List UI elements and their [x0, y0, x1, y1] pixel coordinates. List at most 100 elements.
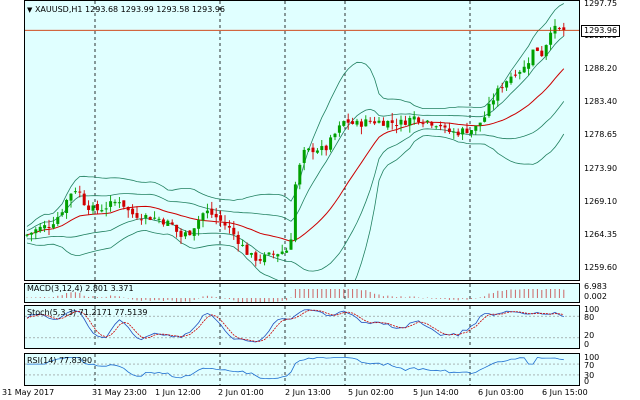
ohlc-values: 1293.68 1293.99 1293.58 1293.96: [85, 5, 226, 14]
candle-body: [263, 254, 267, 263]
macd-panel[interactable]: MACD(3,12,4) 2.801 3.371: [24, 283, 580, 303]
candle-body: [324, 145, 328, 151]
candle-body: [258, 259, 262, 261]
price-tick: 1273.90: [584, 164, 618, 173]
stoch-tick: 100: [584, 305, 600, 314]
macd-histogram-bar: [184, 298, 186, 302]
macd-label: MACD(3,12,4) 2.801 3.371: [27, 284, 134, 293]
candle-body: [355, 120, 359, 125]
macd-histogram-bar: [501, 291, 503, 298]
macd-histogram-bar: [338, 289, 340, 298]
candle-body: [205, 210, 209, 214]
candle-body: [245, 244, 249, 255]
macd-histogram-bar: [541, 289, 543, 298]
rsi-tick: 100: [584, 353, 600, 362]
macd-histogram-bar: [198, 298, 200, 299]
macd-histogram-bar: [418, 297, 420, 298]
rsi-label: RSI(14) 77.8390: [27, 356, 93, 365]
time-tick: 5 Jun 02:00: [348, 388, 394, 397]
candle-body: [87, 205, 91, 210]
macd-histogram-bar: [233, 298, 235, 301]
macd-histogram-bar: [101, 297, 103, 298]
stoch-tick: 20: [584, 331, 595, 340]
macd-histogram-bar: [422, 298, 424, 299]
macd-histogram-bar: [246, 298, 248, 302]
candle-body: [170, 222, 174, 225]
macd-histogram-bar: [294, 289, 296, 298]
candle-body: [25, 234, 29, 236]
macd-histogram-bar: [259, 298, 261, 302]
candle-body: [56, 217, 60, 224]
macd-histogram-bar: [255, 298, 257, 302]
candle-body: [285, 250, 289, 253]
stoch-tick: 80: [584, 313, 595, 322]
macd-histogram-bar: [396, 297, 398, 298]
macd-histogram-bar: [215, 297, 217, 298]
candle-body: [549, 32, 553, 45]
candle-body: [214, 213, 218, 218]
price-chart[interactable]: ▼ XAUUSD,H1 1293.68 1293.99 1293.58 1293…: [24, 0, 580, 281]
candle-body: [289, 239, 293, 250]
candle-body: [157, 218, 161, 220]
rsi-panel[interactable]: RSI(14) 77.8390: [24, 353, 580, 386]
macd-histogram-bar: [118, 296, 120, 298]
macd-histogram-bar: [352, 289, 354, 298]
macd-histogram-bar: [475, 298, 477, 299]
candle-body: [562, 27, 566, 31]
candle-body: [509, 76, 513, 83]
macd-histogram-bar: [387, 295, 389, 298]
candle-body: [271, 253, 275, 255]
time-tick: 2 Jun 13:00: [285, 388, 331, 397]
candle-body: [386, 121, 390, 128]
candle-body: [175, 224, 179, 232]
macd-histogram-bar: [448, 298, 450, 300]
macd-histogram-bar: [374, 293, 376, 298]
time-tick: 31 May 23:00: [92, 388, 147, 397]
candle-body: [73, 191, 77, 193]
macd-histogram-bar: [479, 297, 481, 298]
macd-histogram-bar: [70, 292, 72, 298]
macd-histogram-bar: [558, 289, 560, 298]
candle-body: [293, 184, 297, 241]
stoch-signal-line: [26, 309, 564, 342]
macd-histogram-bar: [523, 289, 525, 298]
candle-body: [320, 146, 324, 151]
candle-body: [236, 234, 240, 244]
macd-histogram-bar: [356, 289, 358, 298]
dropdown-arrow-icon[interactable]: ▼: [27, 6, 33, 14]
rsi-line: [27, 356, 564, 380]
price-tick: 1288.20: [584, 64, 618, 73]
candle-body: [359, 121, 363, 127]
candle-body: [390, 120, 394, 123]
candle-body: [201, 213, 205, 221]
macd-histogram-bar: [536, 289, 538, 298]
candle-body: [557, 27, 561, 29]
rsi-tick: 0: [584, 377, 590, 386]
candle-body: [412, 116, 416, 120]
macd-axis: 6.983 0.002: [580, 282, 640, 303]
candle-body: [311, 147, 315, 153]
macd-histogram-bar: [281, 298, 283, 301]
candle-body: [109, 201, 113, 207]
symbol-label: XAUUSD,H1: [34, 5, 83, 14]
candle-body: [179, 230, 183, 237]
chart-header: ▼ XAUUSD,H1 1293.68 1293.99 1293.58 1293…: [27, 5, 225, 14]
candle-body: [377, 120, 381, 123]
candle-body: [483, 117, 487, 122]
candle-body: [148, 216, 152, 220]
macd-histogram-bar: [563, 289, 565, 298]
macd-histogram-bar: [35, 297, 37, 298]
macd-histogram-bar: [453, 298, 455, 300]
macd-histogram-bar: [545, 289, 547, 298]
macd-histogram-bar: [470, 298, 472, 299]
candle-body: [241, 244, 245, 246]
candle-body: [166, 220, 170, 226]
candle-body: [65, 199, 69, 213]
macd-histogram-bar: [299, 289, 301, 298]
candle-body: [342, 121, 346, 126]
candle-body: [183, 232, 187, 237]
candle-body: [465, 128, 469, 134]
price-tick: 1269.10: [584, 197, 618, 206]
stochastic-panel[interactable]: Stoch(5,3,3) 71.2171 77.5139: [24, 305, 580, 349]
macd-histogram-bar: [26, 297, 28, 298]
